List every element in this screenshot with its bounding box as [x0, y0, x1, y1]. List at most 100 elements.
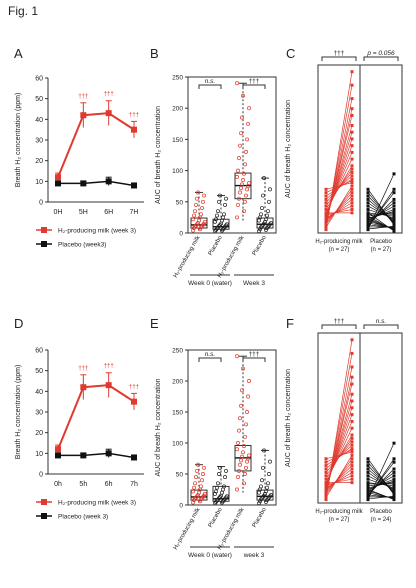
data-point: [366, 460, 370, 464]
y-tick-label: 150: [172, 137, 183, 144]
data-point: [350, 399, 354, 403]
data-point: [247, 379, 251, 383]
data-point: [350, 144, 354, 148]
series-line-placebo: [58, 180, 135, 187]
data-point: [222, 212, 226, 217]
data-point: [392, 172, 396, 176]
column-n: (n = 27): [329, 247, 350, 253]
y-tick-label: 100: [172, 441, 183, 448]
data-point: [366, 481, 370, 485]
paired-line: [325, 209, 353, 215]
comparison-bracket: [321, 56, 357, 61]
data-point: [195, 196, 199, 201]
legend-marker: [41, 241, 47, 247]
data-point: [262, 176, 266, 181]
data-point: [238, 190, 242, 195]
data-point: [245, 459, 249, 464]
significance-mark: †††: [104, 92, 114, 98]
data-point: [240, 115, 244, 120]
data-point: [247, 181, 251, 186]
data-point: [324, 201, 328, 205]
data-point: [105, 110, 112, 117]
y-tick-label: 50: [176, 472, 184, 479]
legend-marker: [41, 499, 47, 505]
data-point: [324, 223, 328, 227]
data-point: [258, 499, 262, 504]
legend-label: H₂-producing milk (week 3): [58, 228, 136, 235]
data-point: [350, 481, 354, 485]
data-point: [247, 453, 251, 458]
data-point: [261, 193, 265, 198]
data-point: [259, 212, 263, 217]
data-point: [55, 446, 61, 453]
data-point: [244, 422, 248, 427]
data-point: [80, 180, 87, 187]
data-point: [191, 489, 195, 494]
paired-line: [325, 192, 353, 224]
significance-mark: †††: [78, 94, 88, 100]
data-point: [350, 164, 354, 168]
paired-line: [325, 465, 353, 492]
paired-line: [325, 199, 353, 220]
data-point: [324, 474, 328, 478]
data-point: [324, 460, 328, 464]
plot-frame: [187, 349, 277, 506]
data-point: [366, 191, 370, 195]
data-point: [238, 143, 242, 148]
comparison-label: †††: [249, 78, 260, 85]
data-point: [262, 221, 266, 226]
data-point: [237, 468, 241, 473]
significance-mark: †††: [129, 384, 139, 390]
data-point: [245, 137, 249, 142]
data-point: [217, 472, 221, 476]
data-point: [324, 484, 328, 488]
y-tick-label: 20: [35, 158, 43, 165]
data-point: [366, 201, 370, 205]
data-point: [196, 190, 200, 195]
data-point: [350, 467, 354, 471]
x-tick-label: 0h: [54, 481, 62, 488]
data-point: [350, 184, 354, 188]
data-point: [224, 468, 228, 473]
y-tick-label: 40: [35, 389, 43, 396]
data-point: [131, 454, 137, 461]
data-point: [350, 174, 354, 178]
data-point: [246, 394, 250, 399]
legend-marker: [41, 513, 47, 519]
y-axis-label: AUC of breath H₂ concentration: [285, 369, 292, 467]
data-point: [244, 465, 248, 470]
data-point: [202, 221, 206, 226]
data-point: [221, 487, 225, 492]
data-point: [324, 187, 328, 191]
data-point: [241, 366, 245, 371]
paired-line: [367, 212, 395, 217]
data-point: [240, 182, 244, 187]
column-label: Placebo: [370, 509, 392, 515]
panel-a: A Breath H₂ concentration (ppm) 0 10 20 30 40 5…: [14, 46, 144, 249]
column-n: (n = 24): [371, 517, 392, 523]
data-point: [350, 130, 354, 134]
data-point: [202, 193, 206, 198]
paired-line: [325, 195, 353, 222]
data-point: [201, 199, 205, 204]
data-point: [366, 477, 370, 481]
data-point: [324, 214, 328, 218]
data-point: [366, 204, 370, 208]
x-tick-label: Placebo: [252, 506, 268, 528]
data-point: [350, 351, 354, 355]
paired-line: [325, 180, 353, 193]
data-point: [324, 211, 328, 215]
panel-letter: D: [14, 316, 23, 331]
data-point: [392, 457, 396, 461]
data-point: [324, 486, 328, 490]
paired-line: [325, 468, 353, 490]
data-point: [366, 495, 370, 499]
data-point: [239, 458, 243, 463]
data-point: [243, 472, 247, 476]
data-point: [350, 181, 354, 185]
data-point: [324, 457, 328, 461]
data-point: [350, 157, 354, 161]
data-point: [267, 199, 271, 204]
data-point: [324, 498, 328, 502]
data-point: [350, 440, 354, 444]
